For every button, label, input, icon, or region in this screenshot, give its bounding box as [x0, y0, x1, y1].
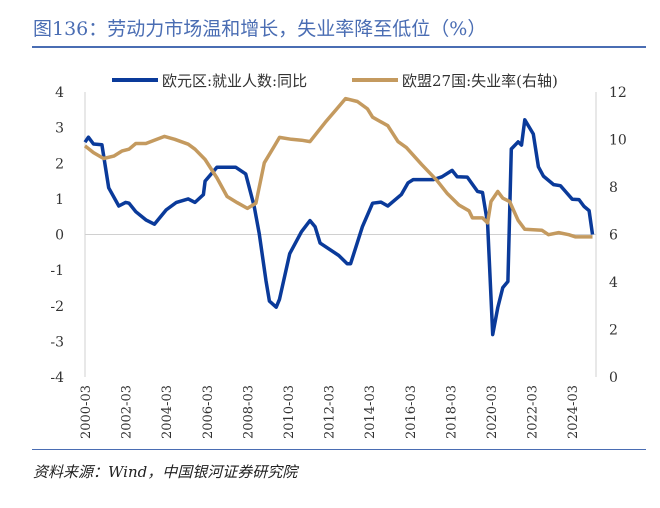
x-tick-label: 2020-03: [485, 385, 500, 439]
source-note: 资料来源：Wind，中国银河证券研究院: [33, 463, 298, 481]
right-tick-label: 12: [609, 85, 627, 101]
left-tick-label: -4: [50, 370, 64, 386]
figure-title: 图136：劳动力市场温和增长，失业率降至低位（%）: [33, 18, 487, 40]
x-tick-label: 2006-03: [201, 385, 216, 439]
x-tick-label: 2000-03: [79, 385, 94, 439]
right-tick-label: 4: [609, 275, 618, 291]
legend-label-1: 欧元区:就业人数:同比: [162, 72, 307, 90]
right-tick-label: 6: [609, 228, 618, 244]
title-divider: [32, 46, 646, 48]
left-tick-label: 2: [55, 156, 64, 172]
left-tick-label: -2: [50, 299, 64, 315]
left-tick-label: -3: [50, 334, 64, 350]
x-tick-label: 2016-03: [404, 385, 419, 439]
left-tick-label: 1: [55, 192, 64, 208]
series-line-2: [83, 96, 593, 239]
right-tick-label: 0: [609, 370, 618, 386]
bottom-divider: [32, 449, 646, 450]
x-tick-label: 2004-03: [160, 385, 175, 439]
left-tick-label: -1: [50, 263, 64, 279]
right-tick-label: 8: [609, 180, 618, 196]
x-tick-label: 2024-03: [566, 385, 581, 439]
right-tick-label: 10: [609, 133, 627, 149]
right-tick-label: 2: [609, 323, 618, 339]
x-tick-label: 2022-03: [526, 385, 541, 439]
left-tick-label: 0: [55, 228, 64, 244]
series-line-1: [83, 118, 595, 337]
x-tick-label: 2018-03: [444, 385, 459, 439]
x-tick-label: 2008-03: [241, 385, 256, 439]
x-tick-label: 2014-03: [363, 385, 378, 439]
x-tick-label: 2010-03: [282, 385, 297, 439]
left-tick-label: 4: [55, 85, 64, 101]
legend-label-2: 欧盟27国:失业率(右轴): [402, 72, 558, 90]
left-tick-label: 3: [55, 121, 64, 137]
x-tick-label: 2002-03: [120, 385, 135, 439]
x-tick-label: 2012-03: [323, 385, 338, 439]
